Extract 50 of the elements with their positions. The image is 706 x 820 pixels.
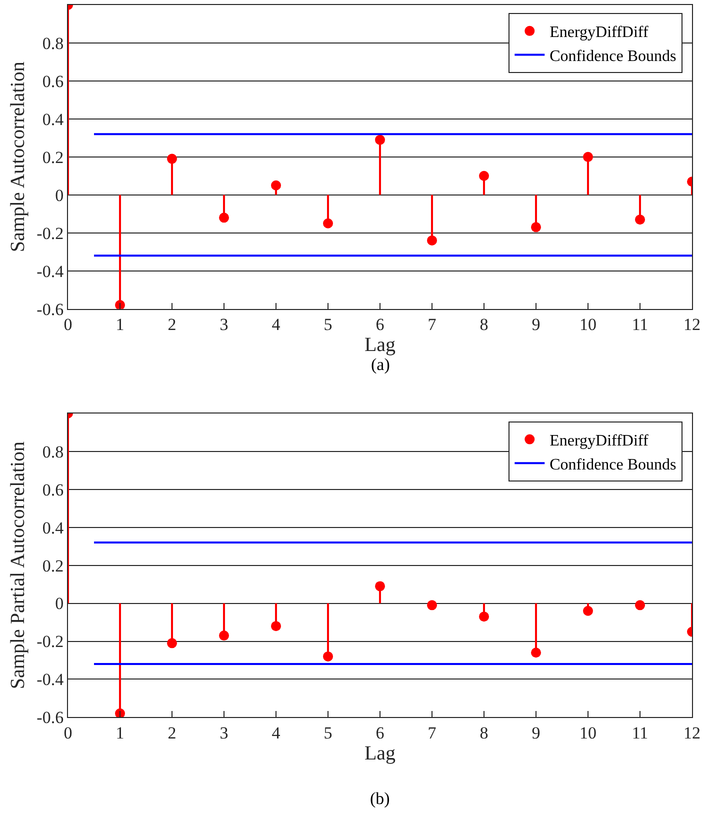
- x-tick-label: 7: [428, 724, 437, 743]
- x-tick-label: 5: [324, 724, 332, 743]
- x-tick-label: 9: [532, 724, 540, 743]
- x-tick-label: 10: [580, 724, 596, 743]
- x-tick-label: 10: [580, 315, 596, 334]
- x-tick-label: 11: [632, 315, 648, 334]
- y-tick-label: -0.4: [36, 262, 64, 281]
- y-tick-label: 0.6: [42, 480, 64, 500]
- y-axis-title: Sample Autocorrelation: [7, 62, 30, 252]
- x-tick-label: 6: [376, 724, 384, 743]
- x-tick-label: 3: [220, 315, 228, 334]
- y-tick-label: -0.2: [36, 224, 64, 243]
- y-tick-label: 0: [55, 594, 64, 614]
- y-tick-label: 0.2: [42, 148, 64, 167]
- x-tick-label: 7: [428, 315, 437, 334]
- y-tick-label: -0.6: [36, 300, 64, 319]
- x-tick-label: 12: [684, 315, 700, 334]
- text: (b): [370, 789, 390, 808]
- x-tick-label: 4: [272, 724, 281, 743]
- y-tick-label: -0.6: [36, 708, 64, 728]
- x-tick-label: 1: [116, 315, 124, 334]
- legend-label: EnergyDiffDiff: [550, 432, 649, 450]
- x-tick-label: 6: [376, 315, 384, 334]
- y-tick-label: 0.6: [42, 72, 64, 91]
- text: (a): [371, 355, 390, 374]
- x-tick-label: 3: [220, 724, 228, 743]
- y-axis-title: Sample Partial Autocorrelation: [7, 441, 30, 690]
- x-tick-label: 9: [532, 315, 540, 334]
- y-tick-label: 0.8: [42, 442, 64, 462]
- x-axis-title: Lag: [364, 742, 396, 765]
- y-tick-label: 0.4: [42, 518, 64, 538]
- legend-label: EnergyDiffDiff: [550, 24, 649, 42]
- y-tick-label: 0.8: [42, 34, 64, 53]
- x-axis-title: Lag: [364, 334, 396, 356]
- y-tick-label: -0.2: [36, 632, 64, 652]
- x-tick-label: 8: [480, 724, 488, 743]
- x-tick-label: 11: [632, 724, 648, 743]
- x-tick-label: 2: [168, 724, 176, 743]
- x-tick-label: 4: [272, 315, 281, 334]
- x-tick-label: 2: [168, 315, 176, 334]
- x-tick-label: 12: [684, 724, 700, 743]
- y-tick-label: 0.2: [42, 556, 64, 576]
- x-tick-label: 5: [324, 315, 332, 334]
- legend-label: Confidence Bounds: [550, 456, 676, 474]
- x-tick-label: 8: [480, 315, 488, 334]
- legend-label: Confidence Bounds: [550, 48, 676, 65]
- y-tick-label: 0.4: [42, 110, 64, 129]
- y-tick-label: 0: [55, 186, 64, 205]
- y-tick-label: -0.4: [36, 670, 64, 690]
- x-tick-label: 1: [116, 724, 124, 743]
